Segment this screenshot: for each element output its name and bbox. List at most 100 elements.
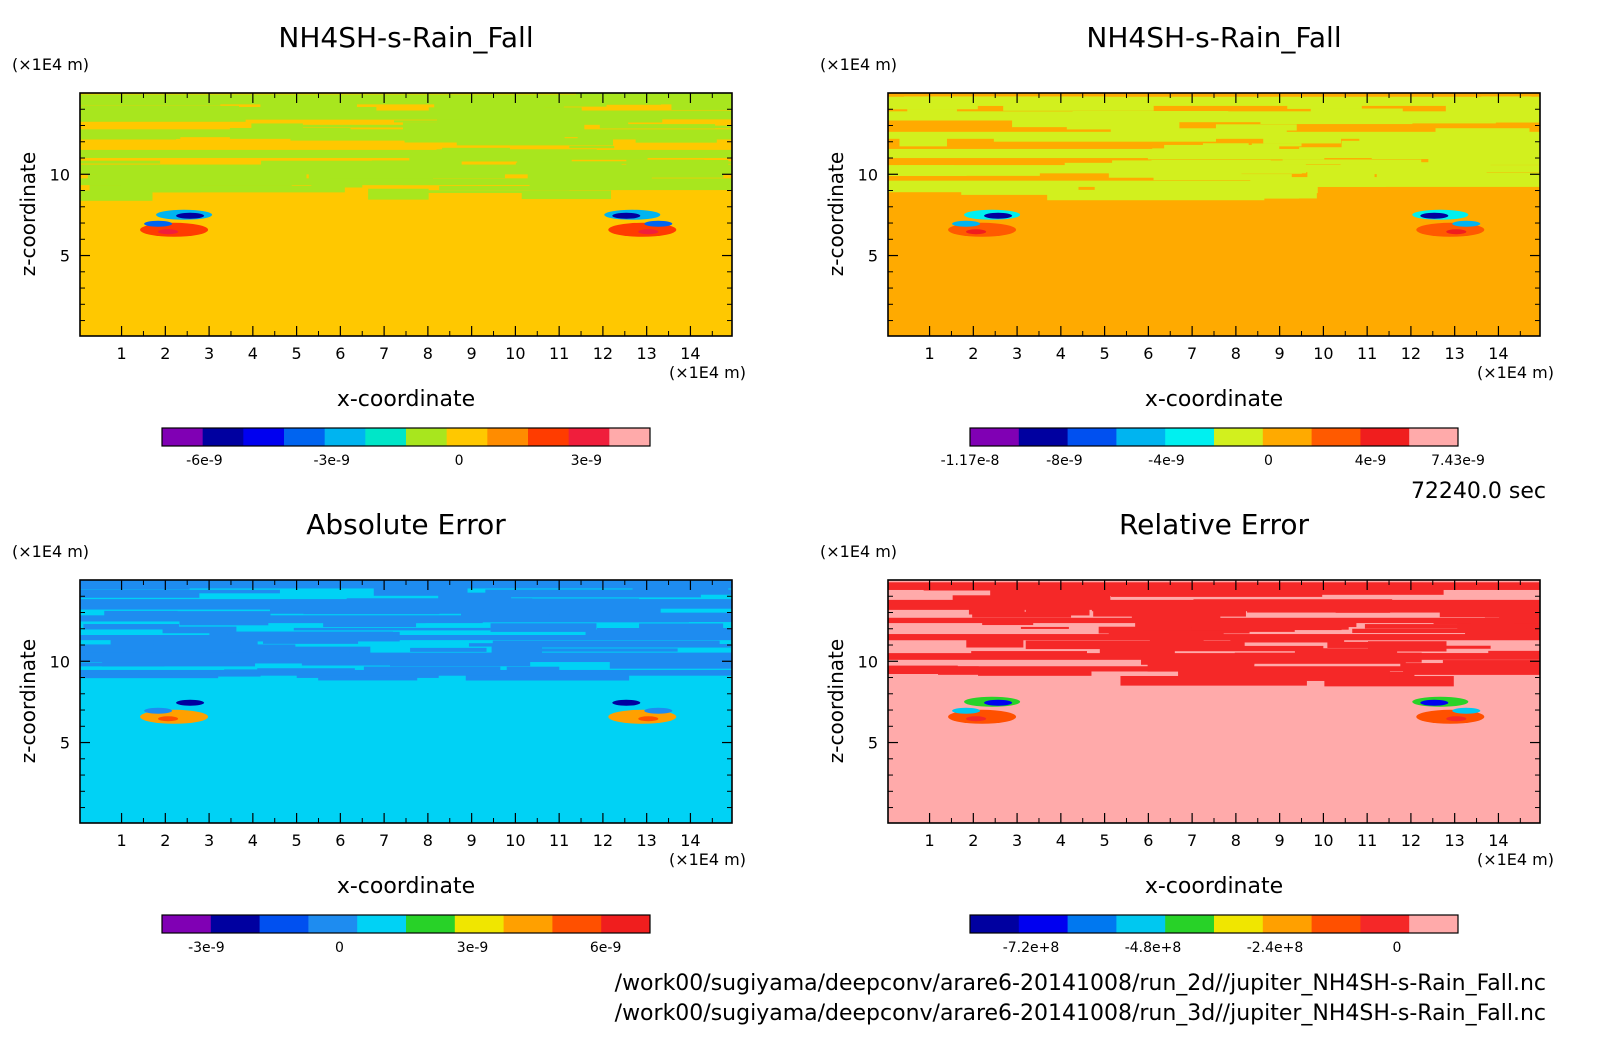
contour-band <box>1488 650 1540 655</box>
contour-band <box>952 595 1111 603</box>
contour-band <box>508 648 678 652</box>
y-tick-label: 10 <box>858 652 878 671</box>
feature-lens <box>1446 716 1467 722</box>
x-tick-label: 5 <box>292 831 302 850</box>
feature-lens <box>644 707 673 714</box>
contour-band <box>663 184 725 190</box>
y-axis-label: z-coordinate <box>824 152 848 276</box>
contour-band <box>1003 103 1154 111</box>
x-tick-label: 3 <box>1012 831 1022 850</box>
contour-band <box>80 669 732 676</box>
feature-lens <box>176 212 205 219</box>
contour-band <box>260 102 357 111</box>
colorbar-tick-label: -7.2e+8 <box>1003 940 1060 956</box>
colorbar-tick-label: -6e-9 <box>186 453 223 469</box>
colorbar-tick-label: 7.43e-9 <box>1431 453 1485 469</box>
contour-band <box>80 110 732 120</box>
colorbar-segment <box>601 915 651 933</box>
feature-lens <box>984 699 1013 706</box>
x-tick-label: 9 <box>1275 831 1285 850</box>
contour-band <box>80 103 221 106</box>
feature-lens <box>1452 220 1481 227</box>
contour-band <box>492 640 720 647</box>
colorbar-segment <box>1165 915 1215 933</box>
contour-band <box>1141 657 1255 665</box>
chart-panel-1: 1 2 3 4 5 6 7 8 9 10 11 12 13 14510NH4SH-s-Rain_Fall(… <box>820 21 1554 469</box>
heatmap-field <box>888 580 1540 823</box>
y-tick-label: 10 <box>50 652 70 671</box>
contour-band <box>521 190 612 200</box>
contour-band <box>1236 658 1406 664</box>
y-tick-label: 10 <box>50 165 70 184</box>
y-unit-label: (×1E4 m) <box>820 55 897 74</box>
x-tick-label: 4 <box>1056 831 1066 850</box>
contour-band <box>80 589 280 594</box>
x-tick-label: 14 <box>1488 344 1508 363</box>
contour-band <box>596 628 732 631</box>
y-unit-label: (×1E4 m) <box>12 55 89 74</box>
panel-title: NH4SH-s-Rain_Fall <box>278 21 533 54</box>
heatmap-field <box>80 93 732 336</box>
colorbar-segment <box>162 428 204 446</box>
contour-band <box>1064 162 1284 167</box>
colorbar-segment <box>1311 915 1361 933</box>
contour-band <box>1215 124 1297 131</box>
feature-lens <box>638 229 659 235</box>
contour-band <box>675 104 718 110</box>
colorbar-tick-label: -2.4e+8 <box>1247 940 1304 956</box>
x-tick-label: 12 <box>1401 344 1421 363</box>
x-tick-label: 1 <box>116 344 126 363</box>
x-tick-label: 6 <box>1143 344 1153 363</box>
x-tick-label: 8 <box>1231 344 1241 363</box>
contour-band <box>899 136 947 147</box>
x-tick-label: 6 <box>335 831 345 850</box>
contour-band <box>402 122 488 130</box>
colorbar-segment <box>1214 915 1264 933</box>
x-tick-label: 8 <box>423 831 433 850</box>
x-axis-label: x-coordinate <box>1145 874 1283 899</box>
x-tick-label: 10 <box>1313 344 1333 363</box>
colorbar-segment <box>406 915 456 933</box>
colorbar-segment <box>454 915 505 933</box>
contour-band <box>177 611 271 618</box>
contour-band <box>80 634 732 641</box>
contour-band <box>490 623 597 632</box>
y-unit-label: (×1E4 m) <box>12 542 89 561</box>
colorbar: -3e-9 0 3e-9 6e-9 <box>161 914 651 956</box>
colorbar-tick-label: 6e-9 <box>590 940 621 956</box>
contour-band <box>1307 167 1375 178</box>
panel-title: Absolute Error <box>306 508 506 541</box>
colorbar-segment <box>1214 428 1264 446</box>
x-tick-label: 8 <box>1231 831 1241 850</box>
contour-band <box>80 135 177 140</box>
contour-band <box>1260 119 1413 125</box>
y-tick-label: 5 <box>868 247 878 266</box>
x-tick-label: 7 <box>379 344 389 363</box>
feature-lens <box>1446 229 1467 235</box>
colorbar-segment <box>1067 428 1117 446</box>
colorbar-segment <box>487 428 529 446</box>
panel-title: NH4SH-s-Rain_Fall <box>1086 21 1341 54</box>
x-unit-label: (×1E4 m) <box>669 363 746 382</box>
colorbar-tick-label: -4e-9 <box>1148 453 1185 469</box>
x-tick-label: 6 <box>335 344 345 363</box>
contour-band <box>371 160 462 168</box>
feature-lens <box>612 212 641 219</box>
contour-band <box>96 172 307 182</box>
feature-lens <box>144 707 173 714</box>
contour-band <box>599 118 663 123</box>
contour-band <box>1364 624 1527 629</box>
contour-band <box>643 160 729 169</box>
colorbar-segment <box>1409 915 1459 933</box>
x-tick-label: 3 <box>204 344 214 363</box>
colorbar-segment <box>1262 915 1313 933</box>
contour-band <box>517 161 732 164</box>
feature-lens <box>952 707 981 714</box>
colorbar-segment <box>1311 428 1361 446</box>
colorbar-segment <box>1018 428 1069 446</box>
x-tick-label: 5 <box>1100 831 1110 850</box>
colorbar-segment <box>243 428 285 446</box>
colorbar-segment <box>365 428 407 446</box>
contour-band <box>293 627 491 631</box>
